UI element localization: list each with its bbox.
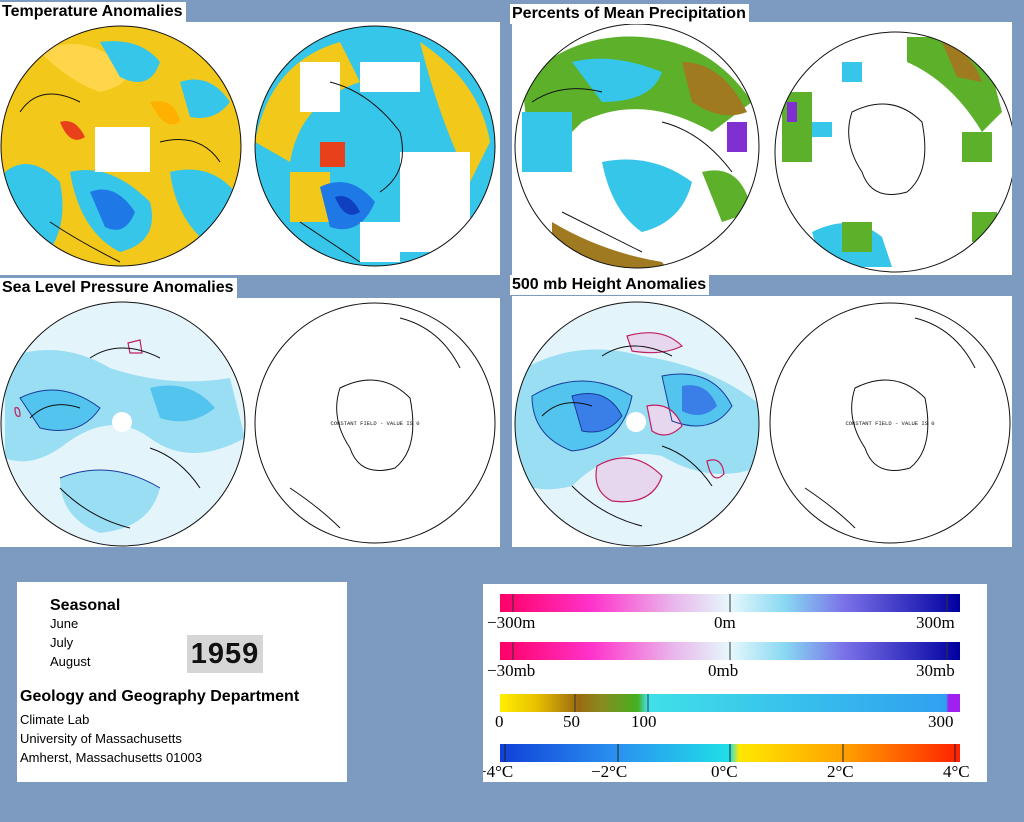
slp-panel: CONSTANT FIELD - VALUE IS 0	[0, 298, 500, 547]
height-winter-map: CONSTANT FIELD - VALUE IS 0	[769, 302, 1011, 544]
height-panel: CONSTANT FIELD - VALUE IS 0	[512, 296, 1012, 547]
height-max-label: 300m	[916, 613, 955, 632]
slp-summer-map	[1, 302, 245, 546]
legend-box: −300m 0m 300m −30mb 0mb 30mb 0 50 100 30…	[483, 584, 987, 782]
pressure-legend: −30mb 0mb 30mb	[487, 642, 960, 680]
slp-title: Sea Level Pressure Anomalies	[0, 278, 237, 298]
university-name: University of Massachusetts	[20, 731, 182, 746]
precip-label-100: 100	[631, 712, 657, 731]
precipitation-summer-map	[515, 24, 759, 268]
address: Amherst, Massachusetts 01003	[20, 750, 203, 765]
temperature-maps	[0, 25, 496, 267]
precipitation-panel	[512, 22, 1012, 275]
temperature-panel	[0, 22, 500, 275]
season-label: Seasonal	[50, 597, 121, 614]
height-maps: CONSTANT FIELD - VALUE IS 0	[514, 301, 1011, 547]
height-constant-field-note: CONSTANT FIELD - VALUE IS 0	[845, 420, 934, 427]
lab-name: Climate Lab	[20, 712, 90, 727]
temp-label-4: 4°C	[943, 762, 970, 781]
precip-label-50: 50	[563, 712, 580, 731]
height-min-label: −300m	[487, 613, 535, 632]
pressure-mid-label: 0mb	[708, 661, 738, 680]
slp-maps: CONSTANT FIELD - VALUE IS 0	[0, 301, 496, 547]
pressure-min-label: −30mb	[487, 661, 535, 680]
month-august: August	[50, 654, 91, 669]
temperature-legend: −4°C −2°C 0°C 2°C 4°C	[483, 744, 970, 781]
slp-winter-map: CONSTANT FIELD - VALUE IS 0	[254, 302, 496, 544]
precip-label-0: 0	[495, 712, 504, 731]
department-name: Geology and Geography Department	[20, 688, 300, 705]
precip-colorbar	[500, 694, 960, 712]
precipitation-maps	[514, 23, 1012, 273]
legend-scales: −300m 0m 300m −30mb 0mb 30mb 0 50 100 30…	[483, 594, 970, 781]
height-legend: −300m 0m 300m	[487, 594, 960, 632]
precipitation-title: Percents of Mean Precipitation	[510, 4, 749, 24]
year-badge: 1959	[187, 635, 263, 673]
pressure-max-label: 30mb	[916, 661, 955, 680]
month-july: July	[50, 635, 74, 650]
temperature-winter-map	[255, 26, 495, 266]
height-title: 500 mb Height Anomalies	[510, 275, 710, 295]
info-box: Seasonal June July August 1959 Geology a…	[17, 582, 347, 782]
precip-legend: 0 50 100 300	[495, 694, 960, 731]
temperature-title: Temperature Anomalies	[0, 2, 186, 22]
temp-label-0: 0°C	[711, 762, 738, 781]
precip-label-300: 300	[928, 712, 954, 731]
height-summer-map	[515, 302, 759, 546]
temp-label-minus4: −4°C	[483, 762, 513, 781]
slp-constant-field-note: CONSTANT FIELD - VALUE IS 0	[330, 420, 419, 427]
temp-label-minus2: −2°C	[591, 762, 627, 781]
height-mid-label: 0m	[714, 613, 736, 632]
month-june: June	[50, 616, 79, 631]
precipitation-winter-map	[775, 32, 1012, 272]
temp-label-2: 2°C	[827, 762, 854, 781]
